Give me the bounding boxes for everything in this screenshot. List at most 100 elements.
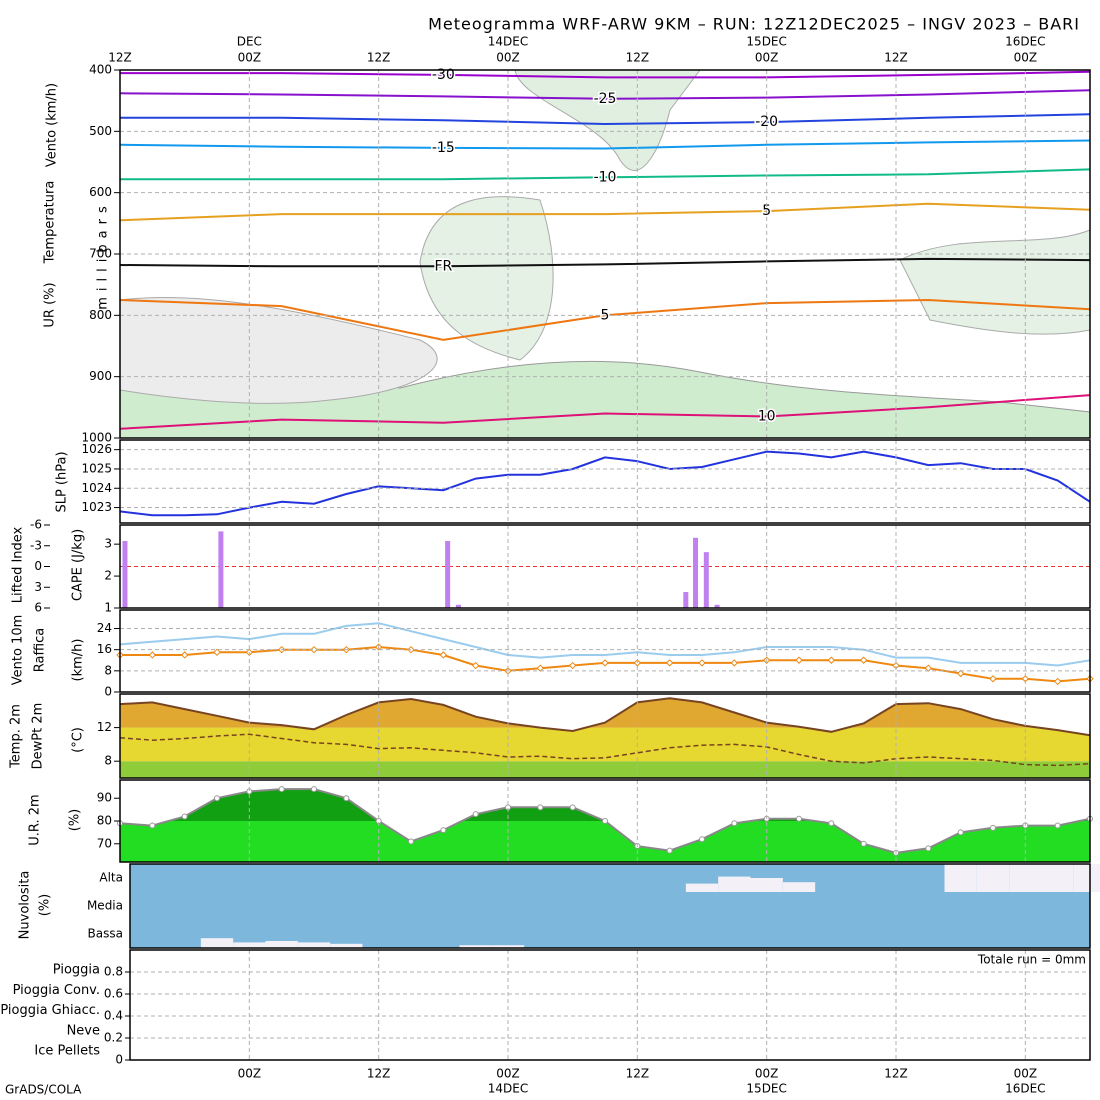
bar [714,604,720,608]
y-tick-label: -3 [30,538,42,552]
y-tick-label: -6 [30,518,42,532]
point [796,815,802,822]
cloud-cover [1041,864,1074,892]
y-tick-label: 1000 [81,431,112,445]
axis-label: UR (%) [43,282,58,327]
cloud-cover [265,941,298,948]
point [149,822,156,829]
wind-marker [148,651,157,659]
axis-label: SLP (hPa) [55,451,70,512]
series-line [119,257,1091,268]
annotation: Totale run = 0mm [977,953,1086,967]
contour-label: -25 [594,91,617,107]
cloud-cover [1009,864,1042,892]
point [537,804,544,811]
axis-label: Vento (km/h) [45,83,60,167]
legend-label: Neve [67,1023,100,1038]
series-line [120,168,1091,181]
y-tick-label: 24 [97,621,112,635]
top-date-label: 16DEC [1005,35,1045,49]
y-tick-label: 3 [34,580,42,594]
bottom-time-label: 00Z [496,1067,520,1081]
y2-tick-label: 1 [104,601,112,615]
cloud-cover [944,864,977,892]
point [278,786,285,793]
point [828,820,835,827]
bottom-time-label: 12Z [626,1067,650,1081]
panel-frame [129,863,1091,949]
bar [455,604,461,608]
series-line [119,450,1091,517]
top-date-label: 14DEC [488,35,528,49]
cloud-cover [976,864,1010,892]
wind-marker [1053,677,1062,686]
humidity-shading [119,296,438,404]
point [925,845,932,852]
point [957,829,964,836]
axis-label: (%) [68,809,83,832]
y-tick-label: 0.6 [104,987,123,1001]
area-mask [120,780,1090,853]
axis-label: Temperatura [43,181,58,265]
cloud-background [130,864,1090,948]
panel-frame [129,949,1091,1061]
axis-label: U.R. 2m [28,794,43,845]
top-time-label: 12Z [626,51,650,65]
wind-marker [471,661,480,670]
y-tick-label: 8 [104,663,112,677]
cloud-cover [750,878,783,892]
legend-label: Pioggia [53,963,100,978]
wind-marker [601,659,609,667]
axis-label: Lifted Index [11,526,26,603]
contour-label: -15 [432,140,455,156]
humidity-shading [419,196,554,361]
top-date-label: DEC [237,35,262,49]
cloud-cover [491,945,525,948]
point [602,818,608,824]
axis-label: Vento 10m [11,615,26,686]
point [1054,822,1061,829]
point [731,820,738,827]
cloud-level-label: Media [87,899,123,913]
bar [445,540,451,608]
legend-label: Ice Pellets [34,1044,100,1059]
wind-marker [439,651,448,659]
wind-marker [859,656,868,664]
humidity-shading [899,229,1091,335]
axis-label: Raffica [33,628,48,672]
area-mask [120,694,1090,736]
cloud-level-label: Alta [99,871,123,885]
cloud-cover [459,945,492,948]
wind-marker [213,648,221,657]
axis-label: (°C) [71,727,86,753]
point [990,824,996,831]
y-tick-label: 0.2 [104,1031,123,1045]
axis-label: DewPt 2m [31,703,46,770]
point [860,840,867,847]
top-time-label: 00Z [1014,51,1038,65]
cloud-level-label: Bassa [88,927,123,941]
bottom-time-label: 12Z [367,1067,391,1081]
wind-marker [180,651,189,659]
series-line [119,733,1091,767]
panel-frame [119,609,1091,693]
contour-label: -10 [594,169,617,185]
wind-marker [827,656,836,664]
humidity-shading [514,69,701,171]
top-time-label: 12Z [367,51,391,65]
panel-frame [119,69,1091,439]
series-line [119,394,1091,430]
point [181,813,188,820]
bottom-time-label: 00Z [755,1067,779,1081]
y-tick-label: 0.8 [104,965,123,979]
y2-tick-label: 2 [104,569,112,583]
bar [122,540,128,608]
cloud-cover [200,938,234,948]
y-tick-label: 400 [89,63,112,77]
cloud-cover [782,882,816,892]
y-tick-label: 1026 [81,442,112,456]
y-tick-label: 900 [89,369,112,383]
series-line [119,202,1091,222]
y-tick-label: 1023 [81,500,112,514]
wind-marker [730,659,739,667]
